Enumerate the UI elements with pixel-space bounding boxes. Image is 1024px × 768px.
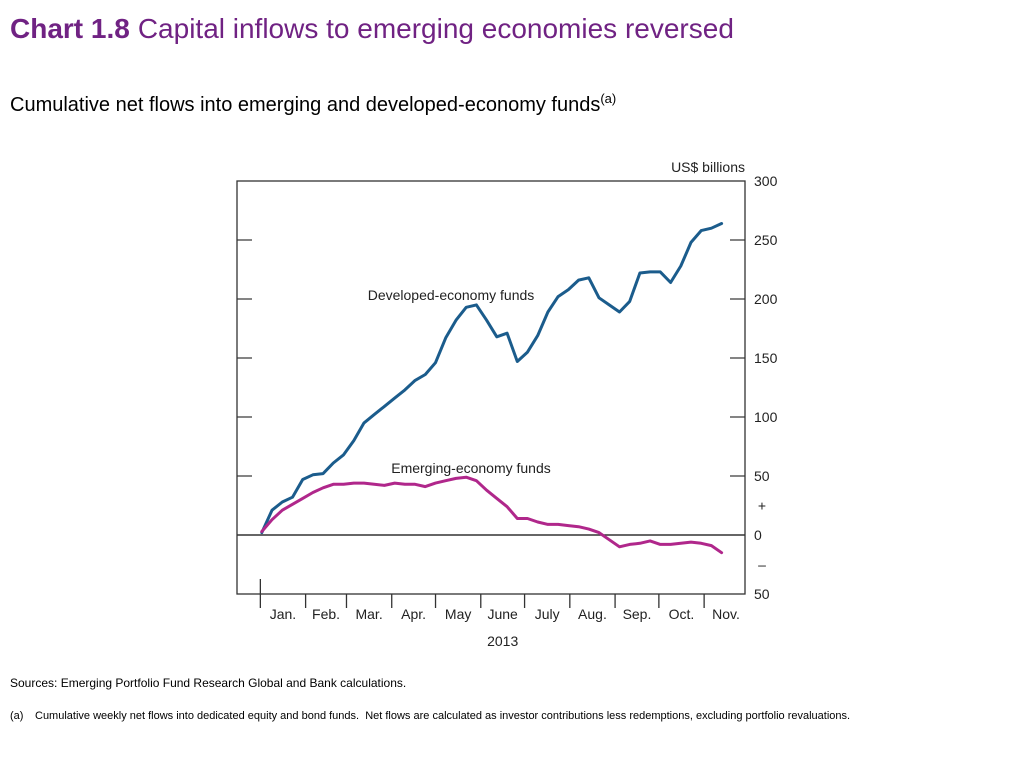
x-tick-label: June bbox=[487, 606, 518, 622]
series-line-emerging-economy-funds bbox=[260, 475, 724, 555]
x-tick-label: Mar. bbox=[355, 606, 382, 622]
series-label: Emerging-economy funds bbox=[391, 460, 551, 476]
y-tick-label: 150 bbox=[754, 350, 778, 366]
x-tick-label: Nov. bbox=[712, 606, 740, 622]
footnote-reference: (a) bbox=[600, 91, 617, 106]
y-axis-unit-label: US$ billions bbox=[671, 159, 745, 175]
y-tick-label: 0 bbox=[754, 527, 762, 543]
y-tick-label: 100 bbox=[754, 409, 778, 425]
chart-number: Chart 1.8 bbox=[10, 13, 130, 44]
plot-frame bbox=[236, 180, 746, 595]
positive-sign-label: + bbox=[758, 498, 766, 514]
chart-subtitle: Cumulative net flows into emerging and d… bbox=[10, 92, 616, 118]
x-tick-label: July bbox=[535, 606, 560, 622]
x-tick-label: Apr. bbox=[401, 606, 426, 622]
negative-sign-label: – bbox=[758, 557, 766, 573]
x-tick-label: Aug. bbox=[578, 606, 607, 622]
chart-title: Chart 1.8 Capital inflows to emerging eco… bbox=[10, 12, 734, 46]
x-tick-label: Feb. bbox=[312, 606, 340, 622]
y-tick-label: 50 bbox=[754, 468, 770, 484]
x-tick-label: Sep. bbox=[623, 606, 652, 622]
chart-title-text: Capital inflows to emerging economies re… bbox=[137, 13, 734, 44]
footnote: (a) Cumulative weekly net flows into ded… bbox=[0, 710, 1024, 726]
footnote-marker: (a) bbox=[10, 710, 24, 722]
y-tick-label: 200 bbox=[754, 291, 778, 307]
series-label: Developed-economy funds bbox=[368, 287, 535, 303]
y-tick-label: 250 bbox=[754, 232, 778, 248]
x-tick-label: Jan. bbox=[270, 606, 296, 622]
footnote-text: Cumulative weekly net flows into dedicat… bbox=[35, 710, 851, 722]
x-tick-label: Oct. bbox=[669, 606, 695, 622]
chart-subtitle-text: Cumulative net flows into emerging and d… bbox=[10, 94, 601, 116]
y-tick-label: 300 bbox=[754, 173, 778, 189]
series-line-developed-economy-funds bbox=[260, 222, 724, 535]
y-tick-label: 50 bbox=[754, 586, 770, 602]
x-tick-label: May bbox=[445, 606, 471, 622]
x-axis-year-label: 2013 bbox=[487, 633, 518, 649]
sources-note: Sources: Emerging Portfolio Fund Researc… bbox=[10, 676, 407, 690]
